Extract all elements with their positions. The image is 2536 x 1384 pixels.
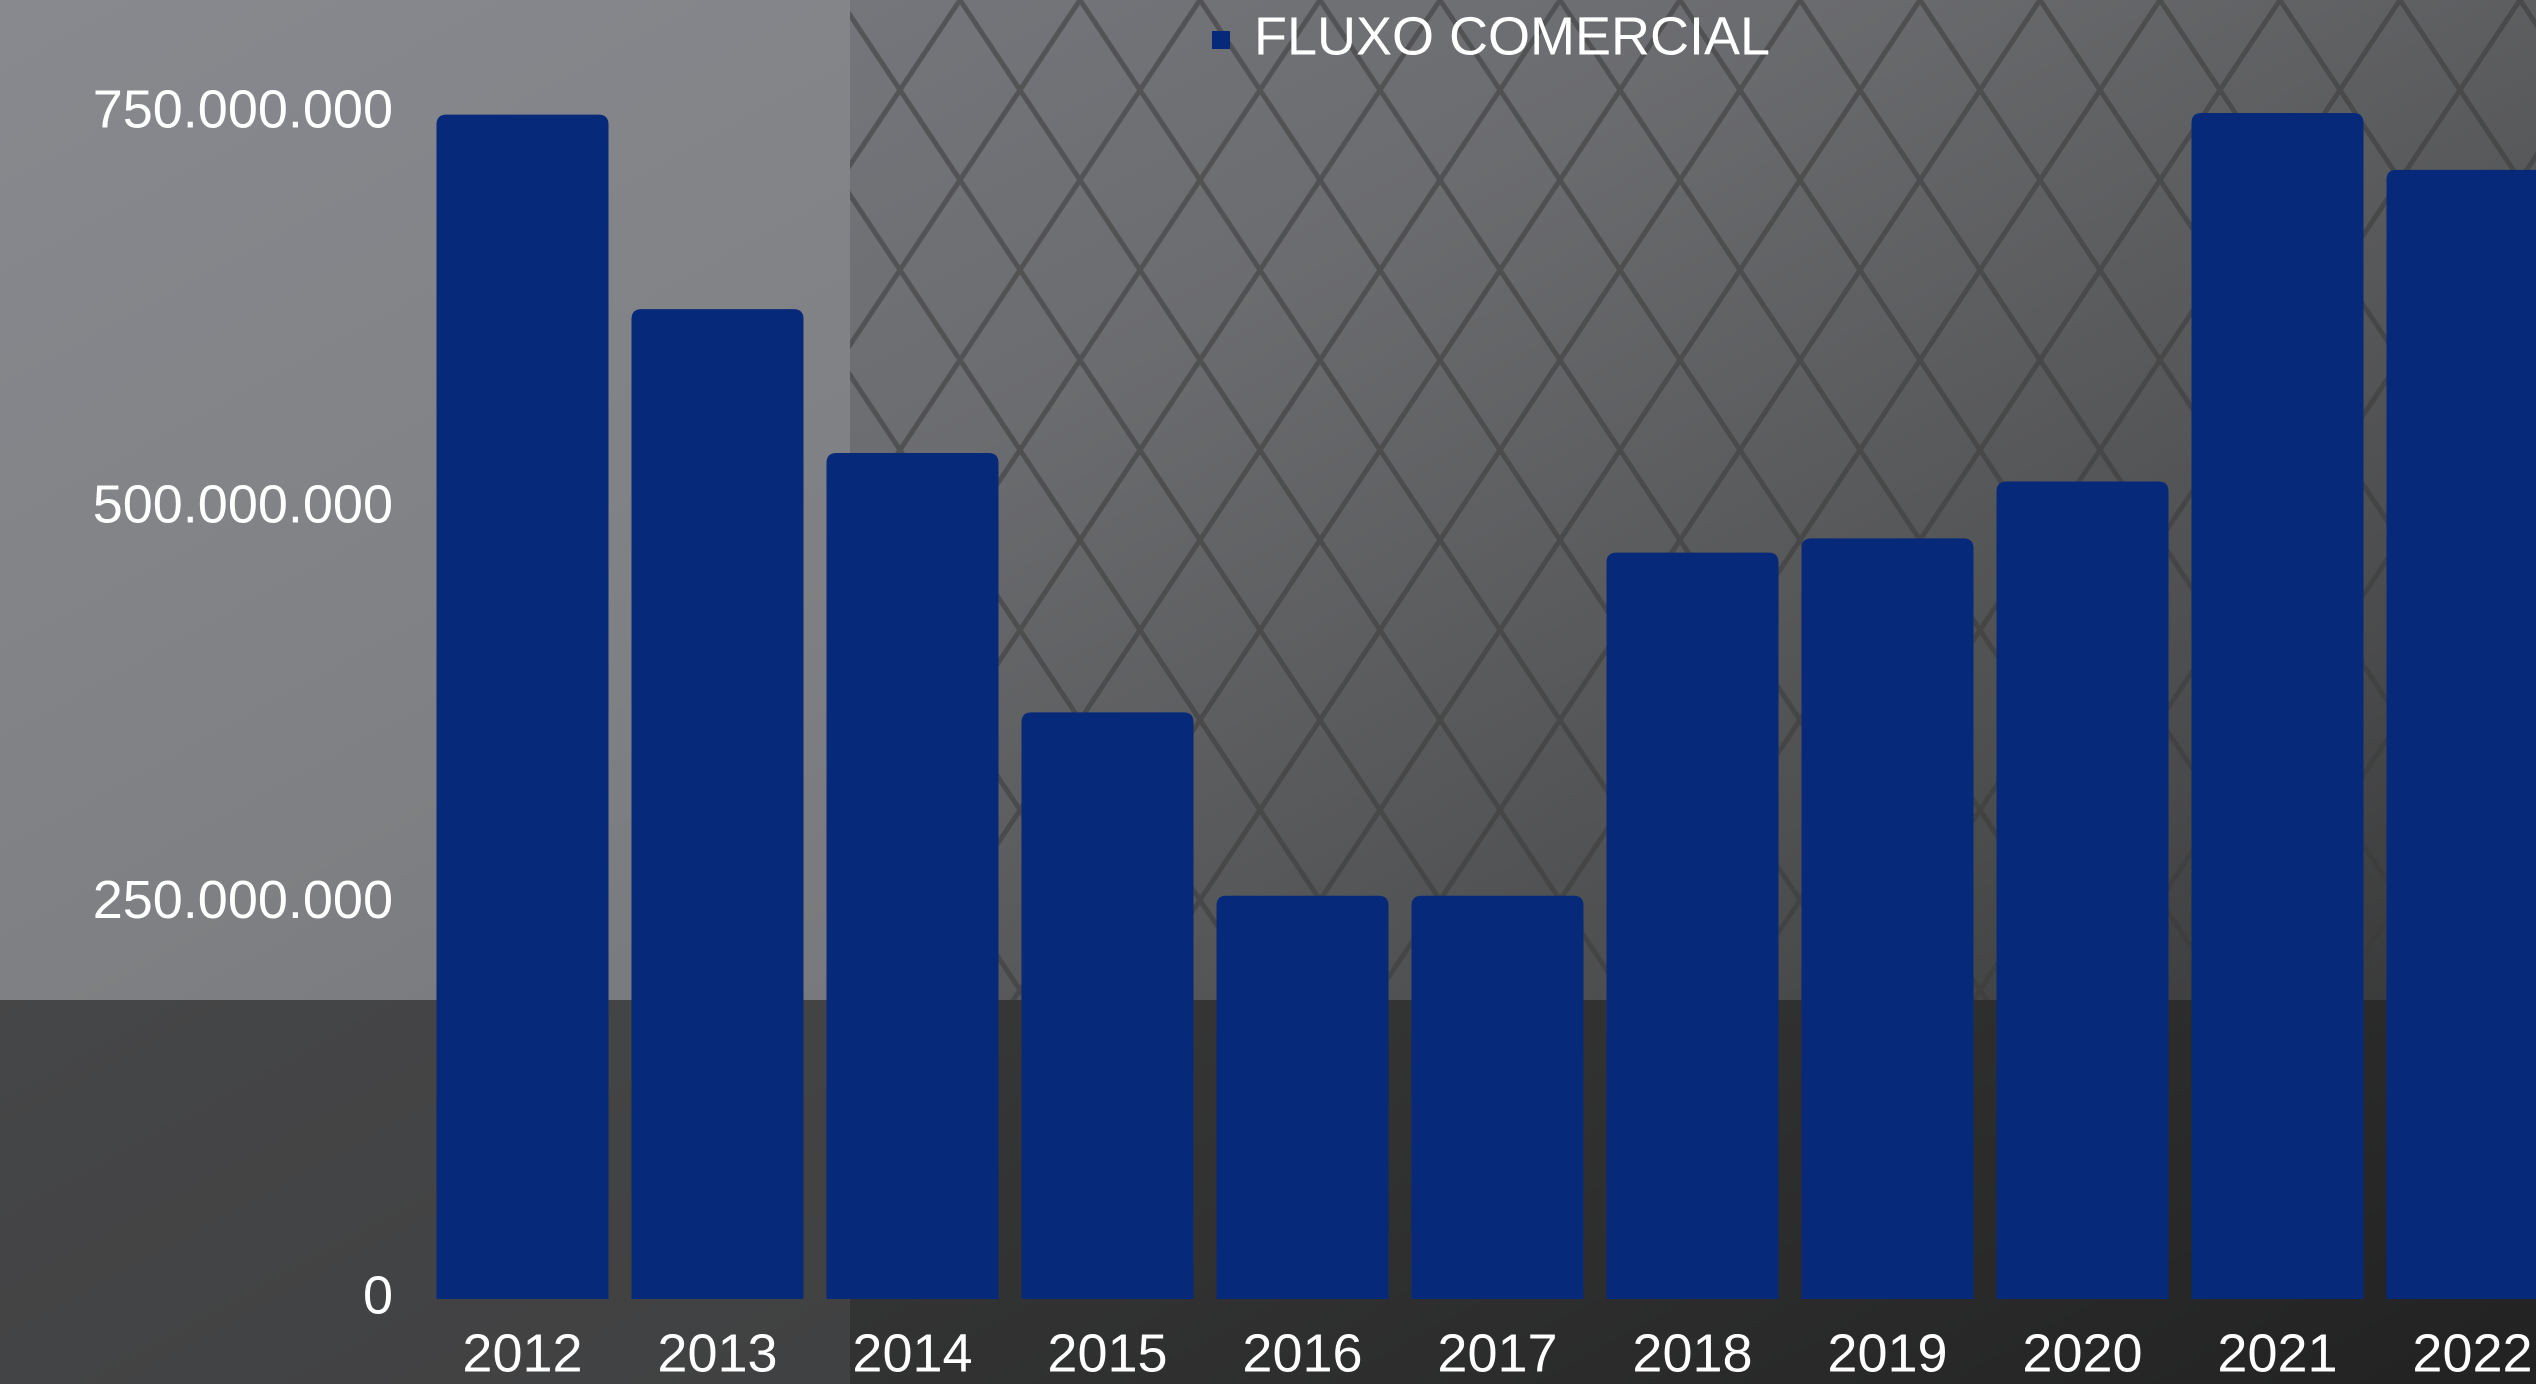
- y-tick-label: 0: [363, 1265, 393, 1325]
- bar: [1801, 538, 1974, 1299]
- legend-label: FLUXO COMERCIAL: [1254, 6, 1770, 66]
- bar: [2191, 113, 2364, 1299]
- y-tick-label: 750.000.000: [93, 79, 393, 139]
- x-tick-label: 2022: [2412, 1323, 2532, 1383]
- bar: [631, 309, 804, 1299]
- bar: [1996, 481, 2169, 1299]
- bar: [1021, 712, 1194, 1299]
- bar: [1411, 895, 1584, 1299]
- bar: [1216, 895, 1389, 1299]
- legend-swatch: [1212, 31, 1230, 49]
- x-tick-label: 2017: [1437, 1323, 1557, 1383]
- bar: [436, 114, 609, 1300]
- x-tick-label: 2016: [1242, 1323, 1362, 1383]
- x-tick-label: 2015: [1047, 1323, 1167, 1383]
- x-tick-label: 2012: [462, 1323, 582, 1383]
- x-tick-label: 2021: [2217, 1323, 2337, 1383]
- x-tick-label: 2018: [1632, 1323, 1752, 1383]
- bar: [2386, 169, 2536, 1299]
- y-tick-label: 500.000.000: [93, 475, 393, 535]
- y-tick-label: 250.000.000: [93, 870, 393, 930]
- x-tick-label: 2014: [852, 1323, 972, 1383]
- bar: [826, 452, 999, 1299]
- bar: [1606, 552, 1779, 1299]
- x-tick-label: 2020: [2022, 1323, 2142, 1383]
- x-tick-label: 2013: [657, 1323, 777, 1383]
- x-tick-label: 2019: [1827, 1323, 1947, 1383]
